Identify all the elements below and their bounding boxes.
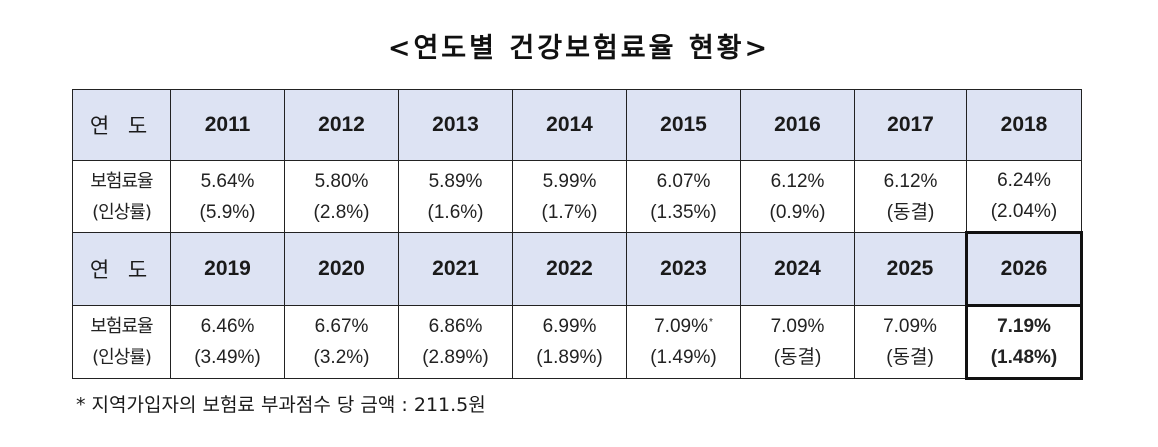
rate-value: 6.67% [314,316,369,337]
change-value: (3.49%) [194,347,261,368]
rate-value: 6.12% [883,170,938,192]
change-value: (1.89%) [536,347,603,368]
change-value: (0.9%) [769,201,826,223]
year-cell: 2014 [512,89,627,161]
year-cell: 2021 [398,232,513,306]
change-value: (1.35%) [650,201,717,223]
rate-cell: 5.80% (2.8%) [284,160,399,233]
rate-row-2: 보험료율 (인상률) 6.46% (3.49%) 6.67% (3.2%) 6.86… [72,304,1083,380]
rate-value: 7.09% [883,316,937,337]
footnote: * 지역가입자의 보험료 부과점수 당 금액 : 211.5원 [76,394,486,416]
rate-header-cell: 보험료율 (인상률) [72,160,171,233]
change-value: (3.2%) [313,347,370,368]
year-cell: 2020 [284,232,399,306]
rate-cell: 5.99% (1.7%) [512,160,627,233]
change-value: (2.89%) [422,347,489,368]
change-header-label: (인상률) [92,347,152,368]
rate-cell: 7.09% (동결) [740,305,855,379]
year-cell: 2019 [170,232,285,306]
year-header-cell: 연 도 [72,232,171,306]
rate-cell: 6.12% (0.9%) [740,160,855,233]
rate-cell: 6.12% (동결) [854,160,967,233]
change-value: (1.7%) [541,201,598,223]
rate-cell: 6.46% (3.49%) [170,305,285,379]
rate-value: 6.99% [542,316,597,337]
year-cell: 2024 [740,232,855,306]
rate-header-label: 보험료율 [90,316,153,337]
change-value: (동결) [773,347,822,368]
rate-cell: 6.07% (1.35%) [626,160,741,233]
change-value: (1.48%) [990,347,1058,368]
change-value: (1.49%) [650,347,717,368]
rate-header-label: 보험료율 [90,170,153,192]
year-cell: 2012 [284,89,399,161]
rate-value: 7.09% [654,316,708,337]
year-row-1: 연 도 2011 2012 2013 2014 2015 2016 2017 2… [72,89,1082,161]
change-value: (동결) [886,347,934,368]
rate-value: 6.24% [997,170,1051,191]
year-cell: 2016 [740,89,855,161]
change-value: (5.9%) [199,201,256,223]
change-value: (2.8%) [313,201,370,223]
rate-cell: 5.64% (5.9%) [170,160,285,233]
rate-cell: 7.09% (동결) [854,305,967,379]
year-cell-highlighted: 2026 [965,231,1083,307]
rate-value: 6.12% [770,170,825,192]
rate-value: 6.46% [200,316,255,337]
year-cell: 2017 [854,89,967,161]
year-row-2: 연 도 2019 2020 2021 2022 2023 2024 2025 2… [72,231,1083,307]
rate-row-1: 보험료율 (인상률) 5.64% (5.9%) 5.80% (2.8%) 5.89%… [72,160,1082,233]
rate-cell: 5.89% (1.6%) [398,160,513,233]
rate-value-with-note: 7.09%* [627,311,740,342]
rate-cell: 6.24% (2.04%) [966,160,1082,233]
rate-cell-highlighted: 7.19% (1.48%) [965,304,1083,380]
rate-value: 5.89% [428,170,483,192]
rate-value: 5.80% [314,170,369,192]
rate-value: 5.64% [200,170,255,192]
year-cell: 2025 [854,232,967,306]
year-cell: 2023 [626,232,741,306]
rate-cell: 7.09%* (1.49%) [626,305,741,379]
change-header-label: (인상률) [92,201,152,223]
rate-value: 6.07% [656,170,711,192]
page-title: <연도별 건강보험료율 현황> [387,33,771,64]
year-cell: 2013 [398,89,513,161]
year-cell: 2022 [512,232,627,306]
year-cell: 2015 [626,89,741,161]
change-value: (2.04%) [990,201,1058,222]
year-cell: 2011 [170,89,285,161]
rate-cell: 6.99% (1.89%) [512,305,627,379]
rate-value: 5.99% [542,170,597,192]
rate-cell: 6.67% (3.2%) [284,305,399,379]
rate-value: 7.19% [997,316,1051,337]
change-value: (1.6%) [427,201,484,223]
footnote-marker: * [708,317,713,328]
rate-value: 6.86% [428,316,483,337]
year-cell: 2018 [966,89,1082,161]
insurance-rate-table: 연 도 2011 2012 2013 2014 2015 2016 2017 2… [72,89,1083,380]
rate-header-cell: 보험료율 (인상률) [72,305,171,379]
rate-value: 7.09% [770,316,825,337]
change-value: (동결) [886,201,935,223]
rate-cell: 6.86% (2.89%) [398,305,513,379]
year-header-cell: 연 도 [72,89,171,161]
